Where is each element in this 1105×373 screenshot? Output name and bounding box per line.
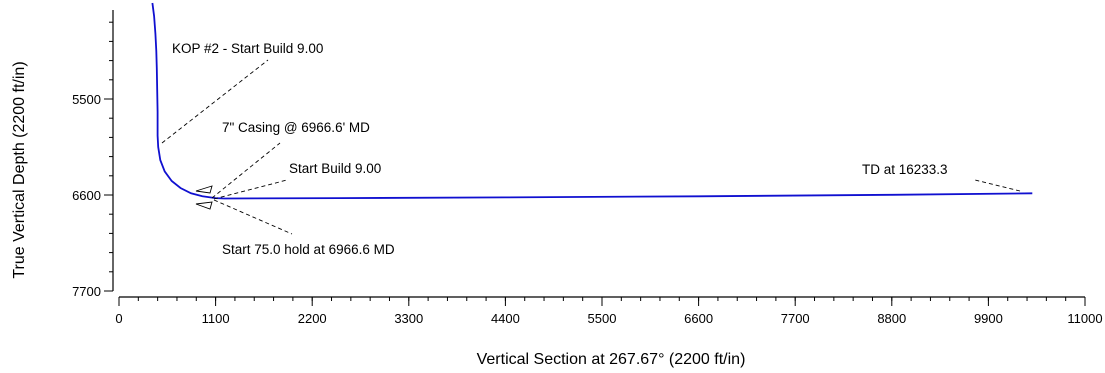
x-tick-label: 9900 [974,311,1003,326]
well-path-line [151,2,1033,200]
annotation-label: KOP #2 - Start Build 9.00 [172,41,323,56]
annotation-label: TD at 16233.3 [862,162,948,177]
annotation-label: Start Build 9.00 [289,161,381,176]
y-tick-label: 5500 [72,92,101,107]
annotation-label: 7" Casing @ 6966.6' MD [222,120,370,135]
x-tick-label: 5500 [588,311,617,326]
x-tick-label: 0 [115,311,122,326]
x-tick-label: 2200 [298,311,327,326]
y-tick-label: 7700 [72,284,101,299]
series-layer [151,2,1033,200]
y-axis-title: True Vertical Depth (2200 ft/in) [11,61,28,278]
x-axis-title: Vertical Section at 267.67° (2200 ft/in) [477,351,746,368]
y-tick-label: 6600 [72,188,101,203]
x-tick-label: 7700 [781,311,810,326]
annotation-leader [161,59,269,144]
x-tick-label: 11000 [1067,311,1102,326]
annotation-leader [213,199,293,235]
annotation-leader [213,179,288,200]
annotation-leader [974,179,1021,192]
axes-layer: 0 1100 2200 3300 4400 5500 6600 7700 8800 9900 110… [72,10,1103,326]
x-tick-label: 1100 [202,311,230,326]
x-tick-label: 6600 [684,311,713,326]
x-tick-label: 4400 [491,311,520,326]
annotation-label: Start 75.0 hold at 6966.6 MD [222,242,395,257]
casing-marker-upper [195,185,213,194]
x-tick-label: 8800 [877,311,906,326]
casing-marker-lower [195,201,213,210]
annotation-leader [211,142,281,199]
annotations-layer: KOP #2 - Start Build 9.00 7" Casing @ 696… [161,41,1021,257]
x-tick-label: 3300 [394,311,423,326]
